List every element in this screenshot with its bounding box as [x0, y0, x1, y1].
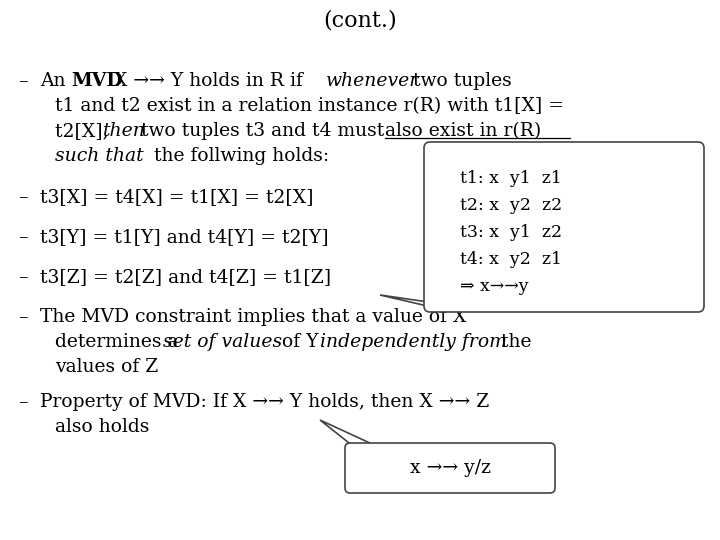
Text: –: – [18, 393, 27, 411]
Text: also holds: also holds [55, 418, 149, 436]
Text: two tuples: two tuples [407, 72, 512, 90]
Text: also exist in r(R): also exist in r(R) [385, 122, 541, 140]
Text: t2[X],: t2[X], [55, 122, 114, 140]
Text: t3[Z] = t2[Z] and t4[Z] = t1[Z]: t3[Z] = t2[Z] and t4[Z] = t1[Z] [40, 268, 331, 286]
Text: two tuples t3 and t4 must: two tuples t3 and t4 must [135, 122, 390, 140]
Text: –: – [18, 308, 27, 326]
Text: X →→ Y holds in R if: X →→ Y holds in R if [108, 72, 309, 90]
Text: t3: x  y1  z2: t3: x y1 z2 [460, 224, 562, 241]
Text: (cont.): (cont.) [323, 10, 397, 32]
Text: the follwing holds:: the follwing holds: [148, 147, 329, 165]
FancyBboxPatch shape [424, 142, 704, 312]
Text: –: – [18, 228, 27, 246]
Text: set of values: set of values [163, 333, 282, 351]
Text: t3[Y] = t1[Y] and t4[Y] = t2[Y]: t3[Y] = t1[Y] and t4[Y] = t2[Y] [40, 228, 328, 246]
Text: independently from: independently from [320, 333, 507, 351]
Text: The MVD constraint implies that a value of X: The MVD constraint implies that a value … [40, 308, 467, 326]
Text: MVD: MVD [71, 72, 122, 90]
Text: values of Z: values of Z [55, 358, 158, 376]
Text: t1 and t2 exist in a relation instance r(R) with t1[X] =: t1 and t2 exist in a relation instance r… [55, 97, 564, 115]
Text: such that: such that [55, 147, 143, 165]
Text: –: – [18, 268, 27, 286]
Text: determines a: determines a [55, 333, 184, 351]
Text: t2: x  y2  z2: t2: x y2 z2 [460, 197, 562, 214]
Text: whenever: whenever [326, 72, 419, 90]
Text: t4: x  y2  z1: t4: x y2 z1 [460, 251, 562, 268]
Text: –: – [18, 72, 27, 90]
Text: then: then [103, 122, 146, 140]
Text: An: An [40, 72, 71, 90]
FancyBboxPatch shape [345, 443, 555, 493]
Text: Property of MVD: If X →→ Y holds, then X →→ Z: Property of MVD: If X →→ Y holds, then X… [40, 393, 490, 411]
Text: –: – [18, 188, 27, 206]
Polygon shape [380, 286, 470, 308]
Text: of Y: of Y [276, 333, 325, 351]
Text: ⇒ x→→y: ⇒ x→→y [460, 278, 528, 295]
Text: t3[X] = t4[X] = t1[X] = t2[X]: t3[X] = t4[X] = t1[X] = t2[X] [40, 188, 313, 206]
Polygon shape [320, 420, 385, 450]
Text: x →→ y/z: x →→ y/z [410, 459, 490, 477]
Text: t1: x  y1  z1: t1: x y1 z1 [460, 170, 562, 187]
Text: the: the [495, 333, 531, 351]
